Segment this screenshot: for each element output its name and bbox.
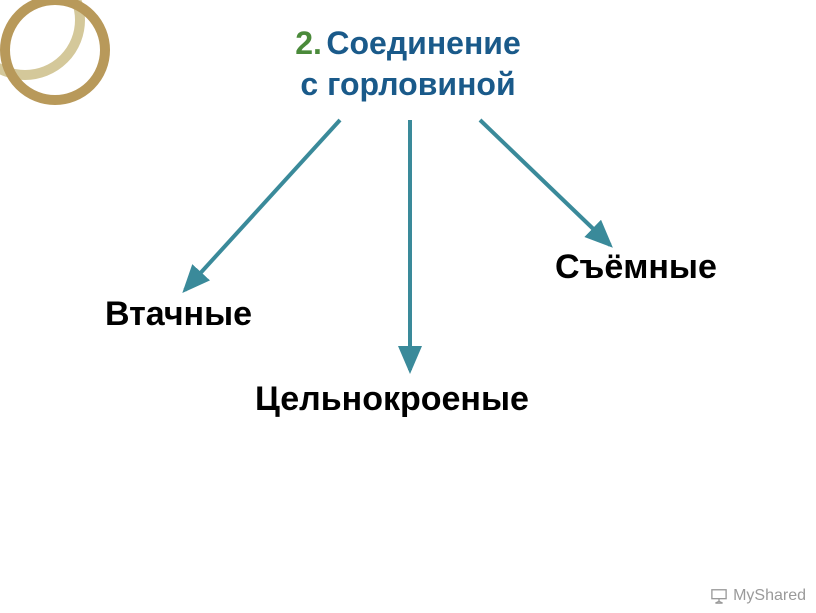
title-line1: Соединение — [326, 25, 520, 61]
branch-right: Съёмные — [555, 248, 717, 287]
branch-left: Втачные — [105, 295, 252, 334]
title-line2: с горловиной — [0, 66, 816, 103]
arrow-left — [185, 120, 340, 290]
watermark: MyShared — [710, 587, 806, 605]
watermark-text: MyShared — [733, 587, 806, 605]
branch-center: Цельнокроеные — [255, 380, 529, 419]
presentation-icon — [710, 588, 728, 604]
diagram-title: 2. Соединение с горловиной — [0, 25, 816, 103]
title-number: 2. — [295, 25, 322, 61]
arrow-right — [480, 120, 610, 245]
